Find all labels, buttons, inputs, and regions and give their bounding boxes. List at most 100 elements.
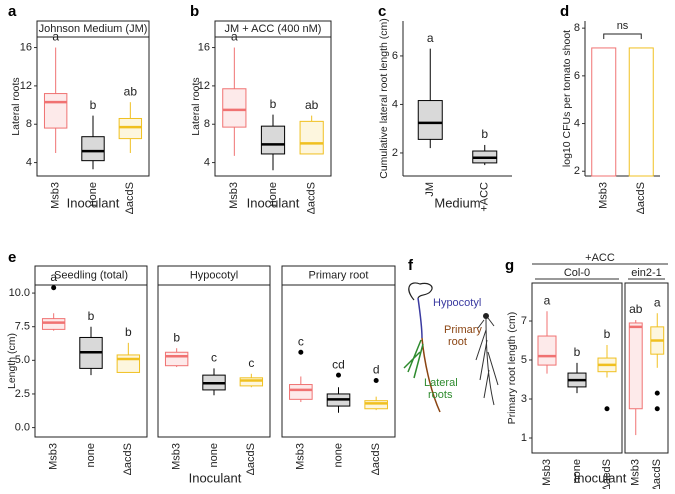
hypocotyl-label: Hypocotyl — [433, 297, 481, 309]
strip — [157, 265, 271, 286]
strip-label: ein2-1 — [631, 267, 662, 279]
y-tick-label: 7 — [521, 315, 527, 327]
primary-root-label: root — [448, 336, 467, 348]
x-tick-label: JM — [424, 182, 436, 197]
x-tick-label: Msb3 — [630, 459, 642, 486]
box — [81, 136, 105, 162]
x-axis-label: Inoculant — [574, 470, 627, 485]
x-tick-label: none — [85, 443, 97, 467]
y-axis-label: Primary root length (cm) — [506, 312, 518, 425]
box — [239, 377, 264, 387]
y-axis-label: Lateral roots — [10, 77, 22, 135]
y-tick-label: 2.5 — [15, 388, 30, 400]
y-tick-label: 6 — [392, 50, 398, 62]
primary-root-label: Primary — [444, 324, 482, 336]
panel-frame — [624, 282, 669, 454]
x-axis-label: Inoculant — [189, 470, 242, 485]
y-axis-label: Lateral roots — [190, 77, 202, 135]
x-tick-label: none — [87, 182, 99, 206]
significance-letter: ab — [305, 98, 319, 112]
x-axis-label: Medium — [434, 195, 480, 210]
significance-letter: a — [427, 31, 434, 45]
y-tick-label: 1 — [521, 432, 527, 444]
panel-letter: f — [408, 257, 414, 274]
significance-letter: c — [298, 334, 304, 348]
significance-letter: a — [654, 295, 661, 309]
x-tick-label: Msb3 — [171, 443, 183, 470]
header: +ACC — [585, 252, 615, 264]
y-tick-label: 12 — [20, 80, 32, 92]
outlier — [654, 406, 660, 412]
x-tick-label: +ACC — [479, 182, 491, 212]
y-tick-label: 8 — [204, 118, 210, 130]
lateral-roots-label: roots — [428, 389, 453, 401]
x-tick-label: ΔacdS — [306, 182, 318, 214]
y-tick-label: 16 — [198, 41, 210, 53]
y-tick-label: 7.5 — [15, 321, 30, 333]
x-tick-label: ΔacdS — [635, 182, 647, 214]
x-tick-label: Msb3 — [541, 459, 553, 486]
significance-letter: b — [173, 330, 180, 344]
strip — [281, 265, 396, 286]
strip-label: Johnson Medium (JM) — [39, 23, 148, 35]
strip — [214, 20, 332, 38]
y-tick-label: 10.0 — [9, 287, 30, 299]
strip-label: Hypocotyl — [190, 269, 238, 281]
significance-letter: d — [373, 363, 380, 377]
bar — [591, 47, 617, 177]
strip-label: Col-0 — [564, 267, 590, 279]
outlier — [373, 378, 379, 384]
box — [41, 318, 66, 330]
lateral-roots-label: Lateral — [424, 377, 458, 389]
panel-letter: c — [378, 3, 386, 20]
strip-label: Seedling (total) — [54, 269, 128, 281]
significance-letter: c — [248, 356, 254, 370]
strip-label: JM + ACC (400 nM) — [225, 23, 322, 35]
significance-letter: b — [88, 309, 95, 323]
significance-letter: b — [481, 127, 488, 141]
x-tick-label: none — [332, 443, 344, 467]
box — [43, 93, 68, 129]
significance-letter: a — [231, 30, 238, 44]
x-tick-label: Msb3 — [48, 443, 60, 470]
x-tick-label: none — [571, 459, 583, 483]
box — [222, 88, 247, 128]
root-sketch-top — [483, 313, 489, 319]
strip — [36, 20, 150, 38]
outlier — [654, 390, 660, 396]
significance-letter: b — [270, 97, 277, 111]
y-tick-label: 0.0 — [15, 421, 30, 433]
x-tick-label: ΔacdS — [122, 443, 134, 475]
y-tick-label: 12 — [198, 80, 210, 92]
panel-letter: a — [8, 3, 17, 20]
outlier — [51, 285, 57, 291]
box — [417, 100, 443, 140]
x-tick-label: ΔacdS — [370, 443, 382, 475]
box — [537, 335, 557, 366]
x-tick-label: Msb3 — [228, 182, 240, 209]
significance-letter: a — [50, 270, 57, 284]
lateral-root-shape — [403, 339, 424, 379]
significance-letter: b — [574, 345, 581, 359]
y-tick-label: 4 — [204, 156, 210, 168]
panel-letter: e — [8, 249, 16, 266]
x-axis-label: Inoculant — [67, 195, 120, 210]
box — [164, 351, 189, 367]
x-tick-label: ΔacdS — [245, 443, 257, 475]
significance-letter: a — [544, 293, 551, 307]
y-axis-label: Length (cm) — [6, 333, 18, 389]
box — [299, 120, 324, 155]
hypocotyl-shape — [417, 297, 423, 339]
significance-letter: a — [52, 30, 59, 44]
box — [116, 354, 141, 373]
y-tick-label: 8 — [26, 118, 32, 130]
y-tick-label: 4 — [26, 156, 32, 168]
y-tick-label: 8 — [574, 22, 580, 34]
x-tick-label: ΔacdS — [601, 459, 613, 489]
box — [289, 384, 313, 400]
panel-letter: d — [560, 3, 569, 20]
bracket — [603, 33, 642, 39]
diagram: f Hypocotyl Primary root Lateral roots — [403, 257, 499, 413]
box — [118, 117, 143, 140]
